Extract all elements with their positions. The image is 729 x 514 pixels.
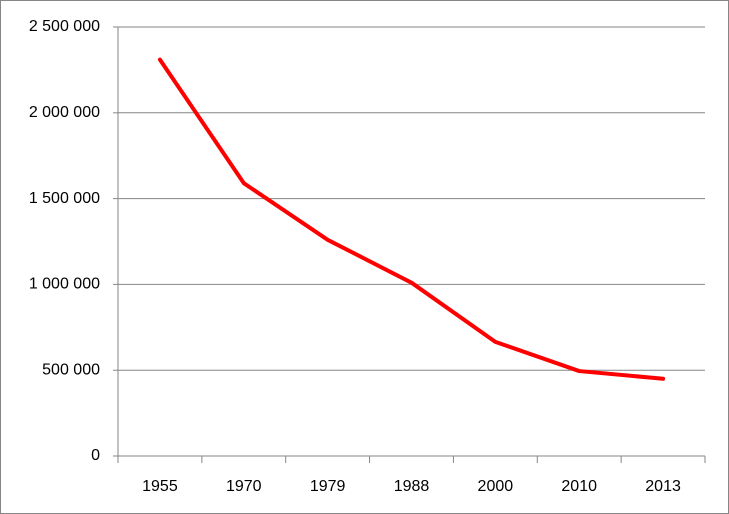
y-tick-label: 0 bbox=[91, 447, 100, 464]
x-tick-label: 1979 bbox=[310, 478, 346, 495]
y-tick-label: 2 000 000 bbox=[29, 104, 100, 121]
x-tick-label: 1970 bbox=[226, 478, 262, 495]
x-tick-label: 1955 bbox=[142, 478, 178, 495]
x-tick-label: 2013 bbox=[645, 478, 681, 495]
y-tick-label: 2 500 000 bbox=[29, 18, 100, 35]
y-tick-label: 500 000 bbox=[42, 361, 100, 378]
x-tick-label: 1988 bbox=[394, 478, 430, 495]
x-tick-label: 2000 bbox=[478, 478, 514, 495]
y-tick-label: 1 500 000 bbox=[29, 190, 100, 207]
x-tick-label: 2010 bbox=[561, 478, 597, 495]
data-line bbox=[157, 57, 666, 381]
y-tick-label: 1 000 000 bbox=[29, 276, 100, 293]
